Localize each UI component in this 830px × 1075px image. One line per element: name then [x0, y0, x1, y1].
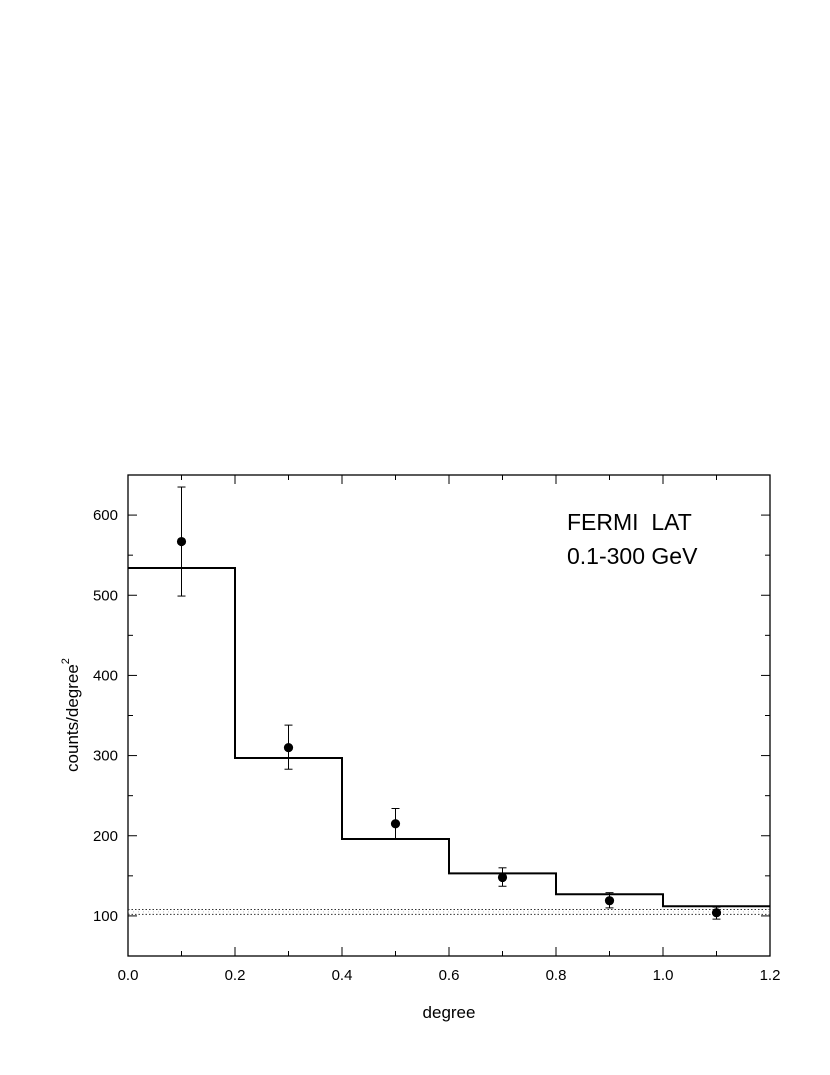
- x-axis-title: degree: [423, 1003, 476, 1022]
- data-point: [176, 536, 187, 547]
- y-axis-title-superscript: 2: [60, 658, 72, 664]
- y-tick-label: 600: [93, 507, 118, 524]
- x-tick-label: 0.0: [118, 967, 139, 984]
- model-histogram: [128, 566, 770, 908]
- svg-text:counts/degree2: counts/degree2: [60, 658, 82, 772]
- data-point: [604, 896, 615, 906]
- annotation-line-2: 0.1-300 GeV: [567, 543, 698, 569]
- x-tick-label: 0.4: [332, 967, 353, 984]
- data-point: [283, 742, 294, 753]
- x-tick-label: 0.2: [225, 967, 246, 984]
- x-tick-label: 0.6: [439, 967, 460, 984]
- y-axis-title: counts/degree: [63, 664, 82, 772]
- x-tick-label: 1.0: [653, 967, 674, 984]
- y-tick-label: 500: [93, 587, 118, 604]
- axis-ticks: [127, 474, 771, 957]
- histogram-line: [128, 566, 770, 908]
- y-tick-label: 100: [93, 908, 118, 925]
- data-point: [390, 819, 401, 829]
- x-tick-label: 1.2: [760, 967, 781, 984]
- annotation-line-1: FERMI LAT: [567, 509, 692, 535]
- data-points: [176, 486, 722, 920]
- y-tick-label: 300: [93, 748, 118, 765]
- data-point: [711, 908, 722, 918]
- data-point: [497, 872, 508, 883]
- y-tick-label: 400: [93, 667, 118, 684]
- tick-labels: 0.0 0.2 0.4 0.6 0.8 1.0 1.2 100 200 300 400 500 600: [93, 507, 780, 984]
- background-band: [128, 909, 770, 915]
- x-tick-label: 0.8: [546, 967, 567, 984]
- y-axis-title-group: counts/degree2: [60, 658, 82, 772]
- y-tick-label: 200: [93, 828, 118, 845]
